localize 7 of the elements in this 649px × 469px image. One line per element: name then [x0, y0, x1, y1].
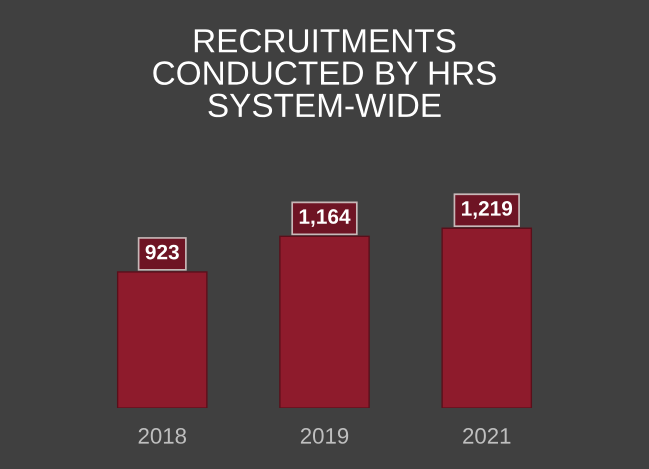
- data-label: 1,219: [462, 201, 512, 219]
- chart-title: RECRUITMENTS CONDUCTED BY HRS SYSTEM-WIDE: [153, 29, 496, 118]
- x-tick-label: 2021: [463, 428, 510, 444]
- x-tick-label: 2019: [300, 428, 348, 444]
- data-label: 1,164: [300, 209, 350, 227]
- x-tick-label: 2018: [138, 428, 186, 444]
- data-label: 923: [146, 244, 179, 260]
